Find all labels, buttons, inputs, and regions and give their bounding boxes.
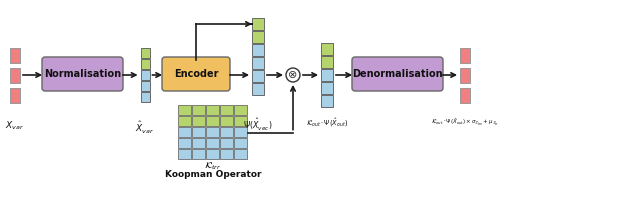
FancyBboxPatch shape <box>206 116 219 126</box>
Text: $\hat{X}_{var}$: $\hat{X}_{var}$ <box>136 120 155 136</box>
Text: ⊗: ⊗ <box>288 70 298 80</box>
FancyBboxPatch shape <box>178 105 191 115</box>
FancyBboxPatch shape <box>252 31 264 43</box>
FancyBboxPatch shape <box>220 127 233 137</box>
Text: $X_{var}$: $X_{var}$ <box>6 120 24 132</box>
Text: $\mathcal{K}_{out}\cdot\Psi(\hat{X}_{out}) \times \sigma_{\mathcal{X}_{trn}} + \: $\mathcal{K}_{out}\cdot\Psi(\hat{X}_{out… <box>431 117 499 128</box>
FancyBboxPatch shape <box>192 149 205 159</box>
FancyBboxPatch shape <box>460 48 470 63</box>
FancyBboxPatch shape <box>220 138 233 148</box>
FancyBboxPatch shape <box>234 138 247 148</box>
FancyBboxPatch shape <box>10 88 20 103</box>
FancyBboxPatch shape <box>141 59 150 69</box>
FancyBboxPatch shape <box>206 138 219 148</box>
FancyBboxPatch shape <box>178 149 191 159</box>
FancyBboxPatch shape <box>252 44 264 56</box>
FancyBboxPatch shape <box>192 127 205 137</box>
FancyBboxPatch shape <box>141 48 150 58</box>
FancyBboxPatch shape <box>206 127 219 137</box>
FancyBboxPatch shape <box>141 81 150 91</box>
FancyBboxPatch shape <box>192 116 205 126</box>
FancyBboxPatch shape <box>178 138 191 148</box>
FancyBboxPatch shape <box>321 69 333 81</box>
FancyBboxPatch shape <box>220 116 233 126</box>
Circle shape <box>286 68 300 82</box>
FancyBboxPatch shape <box>206 105 219 115</box>
FancyBboxPatch shape <box>321 95 333 107</box>
Text: Encoder: Encoder <box>173 69 218 79</box>
FancyBboxPatch shape <box>10 68 20 83</box>
FancyBboxPatch shape <box>220 105 233 115</box>
FancyBboxPatch shape <box>141 92 150 102</box>
FancyBboxPatch shape <box>460 68 470 83</box>
FancyBboxPatch shape <box>460 88 470 103</box>
FancyBboxPatch shape <box>234 127 247 137</box>
Text: $\mathcal{K}_{trr}$: $\mathcal{K}_{trr}$ <box>204 161 221 172</box>
FancyBboxPatch shape <box>234 105 247 115</box>
FancyBboxPatch shape <box>352 57 443 91</box>
FancyBboxPatch shape <box>321 56 333 68</box>
FancyBboxPatch shape <box>162 57 230 91</box>
FancyBboxPatch shape <box>192 105 205 115</box>
Text: Denormalisation: Denormalisation <box>352 69 443 79</box>
FancyBboxPatch shape <box>252 70 264 82</box>
Text: Koopman Operator: Koopman Operator <box>164 170 261 179</box>
FancyBboxPatch shape <box>141 70 150 80</box>
FancyBboxPatch shape <box>42 57 123 91</box>
FancyBboxPatch shape <box>234 116 247 126</box>
FancyBboxPatch shape <box>321 82 333 94</box>
FancyBboxPatch shape <box>220 149 233 159</box>
FancyBboxPatch shape <box>252 18 264 30</box>
FancyBboxPatch shape <box>10 48 20 63</box>
FancyBboxPatch shape <box>178 127 191 137</box>
FancyBboxPatch shape <box>234 149 247 159</box>
Text: $\Psi(\hat{X}_{vec})$: $\Psi(\hat{X}_{vec})$ <box>243 117 273 133</box>
FancyBboxPatch shape <box>252 83 264 95</box>
FancyBboxPatch shape <box>206 149 219 159</box>
Text: Normalisation: Normalisation <box>44 69 121 79</box>
Text: $\mathcal{K}_{out}\cdot\Psi(\hat{X}_{out})$: $\mathcal{K}_{out}\cdot\Psi(\hat{X}_{out… <box>306 117 348 129</box>
FancyBboxPatch shape <box>321 43 333 55</box>
FancyBboxPatch shape <box>252 57 264 69</box>
FancyBboxPatch shape <box>178 116 191 126</box>
FancyBboxPatch shape <box>192 138 205 148</box>
